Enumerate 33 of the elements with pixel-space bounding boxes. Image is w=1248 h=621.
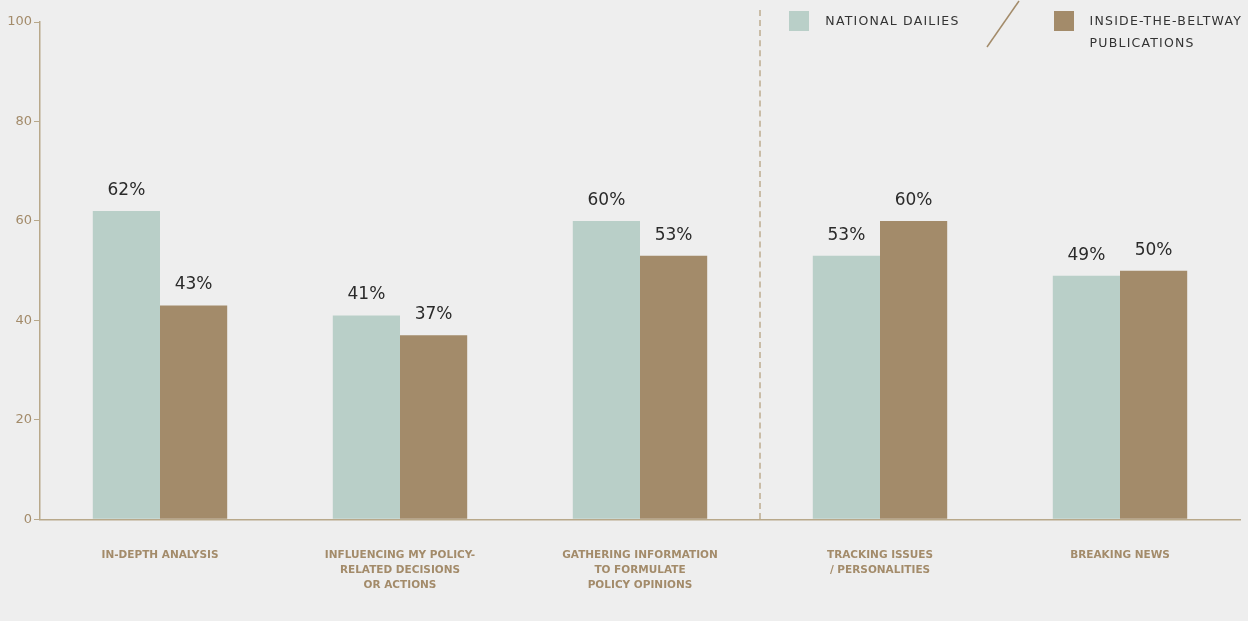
data-label: 60% — [894, 188, 933, 209]
data-label: 49% — [1067, 243, 1106, 264]
x-tick-label: IN-DEPTH ANALYSIS — [101, 547, 219, 560]
x-tick-label: TRACKING ISSUES / PERSONALITIES — [826, 547, 934, 575]
y-tick-label: 20 — [15, 411, 32, 427]
bar — [92, 210, 160, 519]
legend-label: INSIDE-THE-BELTWAY PUBLICATIONS — [1089, 12, 1242, 52]
bar — [572, 220, 640, 519]
bar — [640, 255, 708, 519]
data-label: 60% — [587, 188, 626, 209]
data-label: 62% — [107, 178, 146, 199]
data-label: 43% — [174, 273, 213, 294]
bar — [1120, 270, 1188, 519]
bar — [160, 305, 228, 519]
y-tick-label: 40 — [15, 311, 32, 327]
bar — [332, 315, 400, 519]
bar — [812, 255, 880, 519]
data-label: 41% — [347, 283, 386, 304]
data-label: 37% — [414, 303, 453, 324]
y-tick-label: 100 — [7, 13, 32, 29]
bar — [1052, 275, 1120, 519]
y-tick-label: 60 — [15, 212, 32, 228]
data-label: 53% — [654, 223, 693, 244]
data-label: 50% — [1134, 238, 1173, 259]
x-tick-label: GATHERING INFORMATION TO FORMULATE POLICY OPINIONS — [562, 547, 718, 591]
bar — [400, 335, 468, 519]
y-tick-label: 0 — [23, 510, 32, 526]
bar — [880, 220, 948, 519]
x-tick-label: INFLUENCING MY POLICY- RELATED DECISIONS OR ACTIONS — [324, 547, 476, 591]
y-tick-label: 80 — [15, 112, 32, 128]
data-label: 53% — [827, 223, 866, 244]
legend-label: NATIONAL DAILIES — [825, 12, 960, 30]
x-tick-label: BREAKING NEWS — [1070, 547, 1170, 560]
